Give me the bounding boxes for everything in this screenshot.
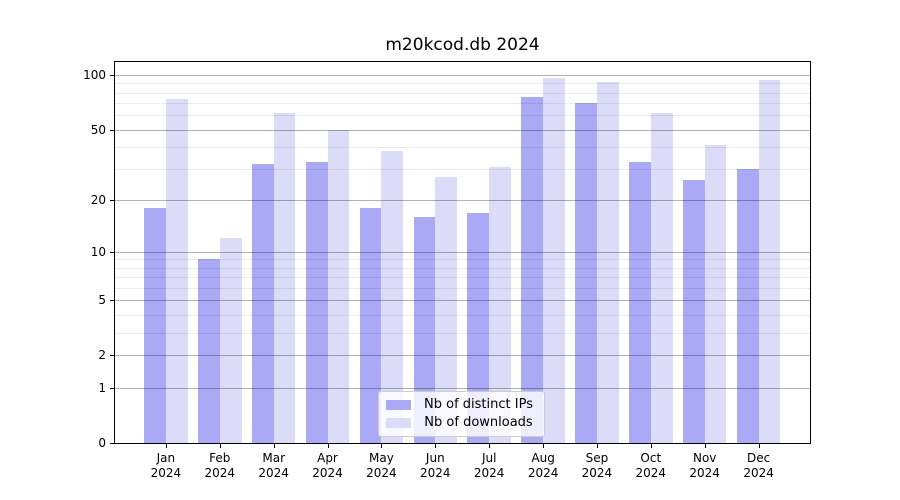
legend-row: Nb of distinct IPs [386,397,536,413]
plot-area [114,61,811,444]
y-tick-10 [110,251,114,253]
major-gridline-100 [115,75,810,76]
bar-distinct-ips-aug [521,96,544,443]
x-tick-jul [489,444,491,448]
x-tick-nov [704,444,706,448]
bar-distinct-ips-apr [305,161,328,443]
x-tick-jun [435,444,437,448]
bar-downloads-mar [273,112,296,443]
bar-downloads-sep [596,82,619,443]
bar-distinct-ips-oct [629,161,651,443]
x-tick-apr [327,444,329,448]
major-gridline-10 [115,251,810,253]
y-tick-label-100: 100 [83,68,106,82]
y-tick-label-2: 2 [98,348,106,363]
y-tick-label-20: 20 [90,193,106,208]
bar-downloads-aug [543,78,565,443]
bar-downloads-oct [650,112,673,443]
x-tick-label-oct: Oct 2024 [635,451,667,480]
legend-label-downloads: Nb of downloads [424,415,533,430]
y-tick-label-5: 5 [98,293,106,308]
x-tick-jan [165,444,167,448]
bar-distinct-ips-nov [682,180,705,443]
x-tick-label-apr: Apr 2024 [312,451,343,480]
minor-gridline-30 [115,169,810,171]
x-tick-label-dec: Dec 2024 [743,451,774,480]
y-tick-label-1: 1 [98,380,106,395]
bar-downloads-may [381,150,404,443]
bar-downloads-feb [219,238,242,443]
x-tick-label-mar: Mar 2024 [258,451,289,480]
bar-distinct-ips-mar [251,164,274,443]
y-tick-2 [110,355,114,357]
legend-row: Nb of downloads [386,415,536,431]
y-tick-0 [110,443,114,444]
bar-downloads-apr [327,129,350,443]
minor-gridline-60 [115,115,810,117]
minor-gridline-40 [115,146,810,148]
minor-gridline-90 [115,83,810,85]
x-tick-label-nov: Nov 2024 [689,451,720,480]
x-tick-label-sep: Sep 2024 [581,451,613,480]
y-tick-20 [110,200,114,202]
x-tick-label-jun: Jun 2024 [420,451,451,480]
bar-distinct-ips-jul [467,212,490,443]
bar-distinct-ips-sep [575,103,597,443]
bar-downloads-jul [489,166,511,443]
y-tick-label-50: 50 [90,122,106,137]
y-tick-1 [110,387,114,389]
bar-downloads-nov [704,144,727,443]
bar-downloads-jan [165,98,188,443]
minor-gridline-7 [115,277,810,279]
x-tick-label-jan: Jan 2024 [150,451,182,480]
major-gridline-50 [115,129,810,131]
y-tick-label-0: 0 [98,436,106,450]
y-tick-100 [110,75,114,76]
y-tick-5 [110,300,114,302]
y-tick-label-10: 10 [90,244,106,259]
bar-distinct-ips-may [359,208,382,443]
major-gridline-2 [115,355,810,357]
bar-distinct-ips-jan [144,208,166,443]
bar-distinct-ips-jun [413,217,436,443]
x-tick-label-jul: Jul 2024 [473,451,505,480]
x-tick-mar [273,444,275,448]
bar-downloads-dec [758,79,781,443]
legend-swatch-downloads [386,418,411,428]
x-tick-sep [596,444,598,448]
x-tick-dec [758,444,760,448]
major-gridline-20 [115,200,810,202]
legend-swatch-distinct-ips [386,400,411,410]
minor-gridline-8 [115,267,810,269]
x-tick-may [381,444,383,448]
legend-label-distinct-ips: Nb of distinct IPs [424,397,533,412]
bar-distinct-ips-dec [736,169,759,443]
x-tick-oct [650,444,652,448]
chart-title: m20kcod.db 2024 [385,35,540,55]
legend: Nb of distinct IPs Nb of downloads [378,391,545,437]
x-tick-aug [543,444,545,448]
minor-gridline-80 [115,92,810,94]
minor-gridline-70 [115,103,810,105]
minor-gridline-4 [115,314,810,316]
y-tick-50 [110,129,114,131]
major-gridline-5 [115,300,810,302]
bar-distinct-ips-feb [197,259,220,443]
major-gridline-1 [115,387,810,389]
x-tick-label-feb: Feb 2024 [204,451,236,480]
bar-downloads-jun [435,177,458,443]
x-tick-feb [219,444,221,448]
minor-gridline-3 [115,332,810,334]
minor-gridline-6 [115,287,810,289]
x-tick-label-aug: Aug 2024 [527,451,559,480]
minor-gridline-9 [115,259,810,261]
x-tick-label-may: May 2024 [366,451,397,480]
